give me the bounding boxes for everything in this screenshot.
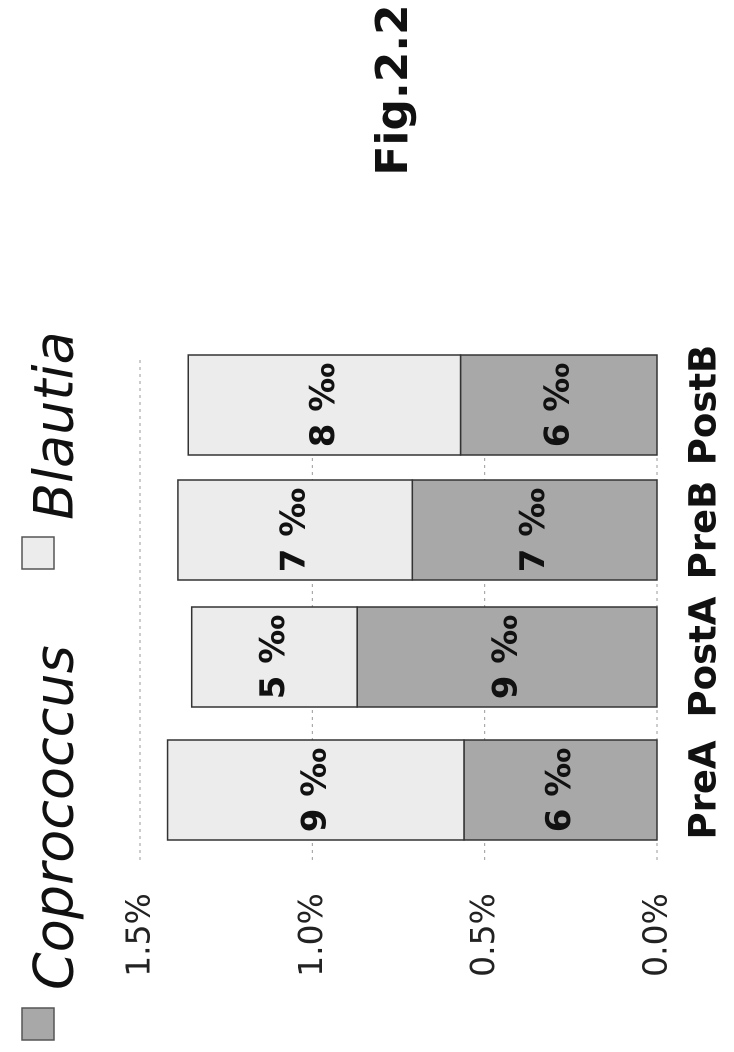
legend: Coprococcus Blautia bbox=[21, 331, 86, 1041]
figure-label: Fig.2.2 bbox=[367, 4, 418, 175]
data-label: 9 ‰ bbox=[294, 748, 334, 832]
y-tick-label: 0.5% bbox=[463, 893, 502, 977]
bar-segment-coprococcus bbox=[411, 479, 658, 581]
y-tick-label: 1.0% bbox=[291, 893, 330, 977]
bar-segment-coprococcus bbox=[356, 606, 658, 708]
legend-swatch-coprococcus bbox=[21, 1007, 55, 1041]
legend-label-blautia: Blautia bbox=[23, 331, 86, 520]
x-axis-categories: PreA PostA PreB PostB bbox=[682, 345, 725, 840]
data-label: 5 ‰ bbox=[253, 615, 293, 699]
legend-label-coprococcus: Coprococcus bbox=[23, 645, 86, 990]
data-label: 8 ‰ bbox=[303, 363, 343, 447]
data-label: 6 ‰ bbox=[537, 363, 577, 447]
bars: 6 ‰ 9 ‰ 9 ‰ 5 ‰ 7 ‰ 7 ‰ 6 ‰ 8 ‰ bbox=[166, 354, 658, 841]
data-label: 6 ‰ bbox=[539, 748, 579, 832]
x-category-label: PreA bbox=[682, 740, 725, 839]
bar-segment-blautia bbox=[177, 479, 414, 581]
data-label: 7 ‰ bbox=[513, 488, 553, 572]
bar-segment-blautia bbox=[190, 606, 358, 708]
bar-segment-coprococcus bbox=[463, 739, 658, 841]
bar-segment-blautia bbox=[187, 354, 462, 456]
y-axis-ticks: 0.0% 0.5% 1.0% 1.5% bbox=[119, 893, 675, 977]
y-tick-label: 0.0% bbox=[636, 893, 675, 977]
data-label: 7 ‰ bbox=[274, 488, 314, 572]
data-label: 9 ‰ bbox=[486, 615, 526, 699]
x-category-label: PreB bbox=[682, 481, 725, 580]
x-category-label: PostA bbox=[682, 596, 725, 717]
y-tick-label: 1.5% bbox=[119, 893, 158, 977]
legend-swatch-blautia bbox=[21, 536, 55, 570]
bar-segment-blautia bbox=[166, 739, 465, 841]
bar-segment-coprococcus bbox=[459, 354, 658, 456]
x-category-label: PostB bbox=[682, 345, 725, 465]
